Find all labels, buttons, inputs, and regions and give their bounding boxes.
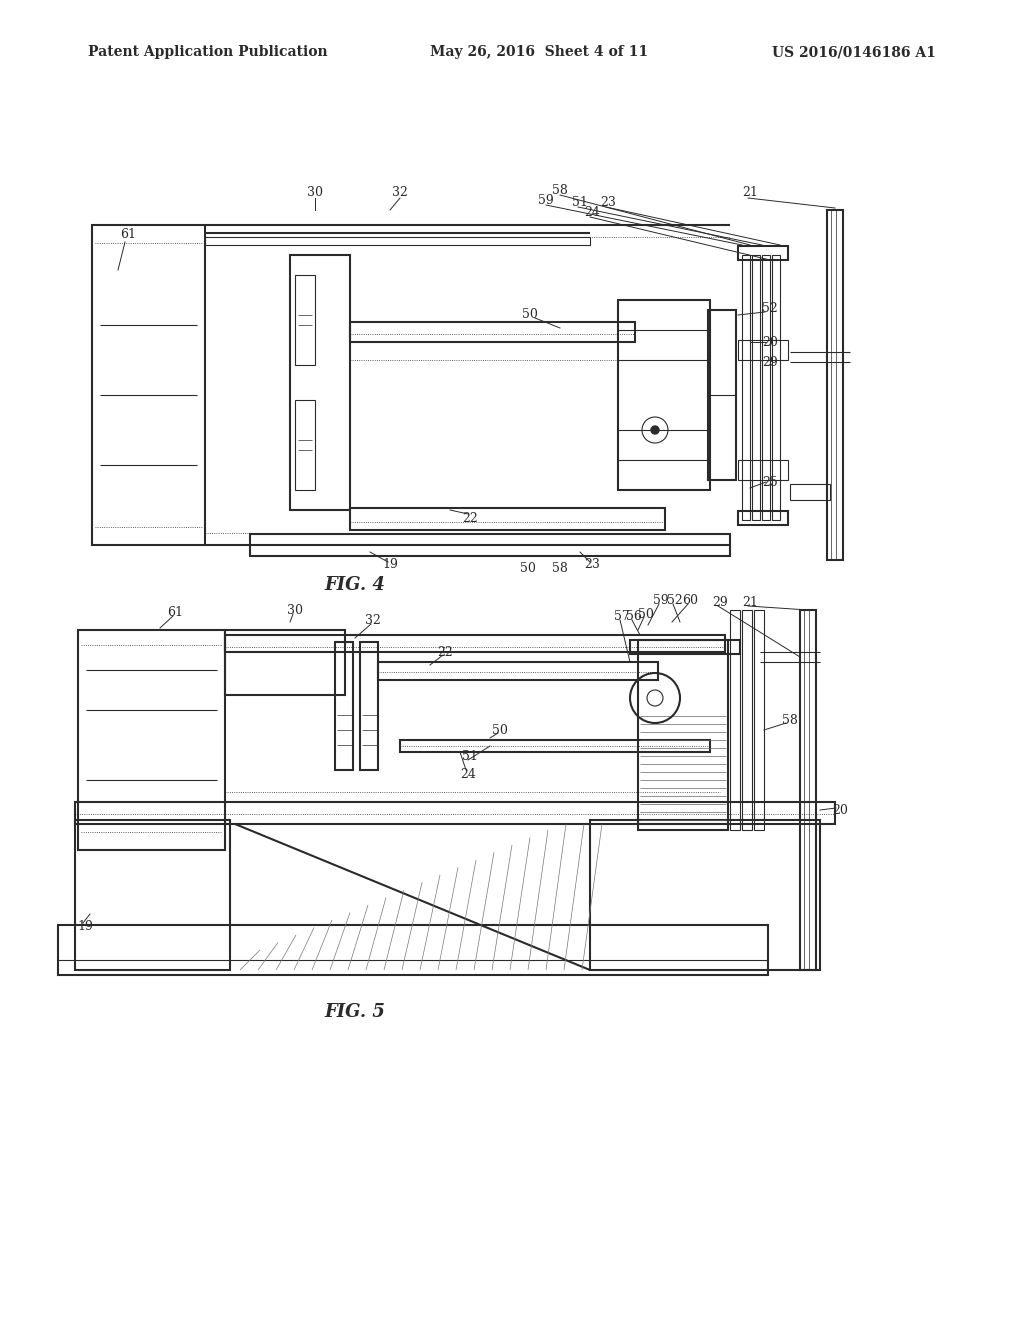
Bar [772, 255, 780, 520]
Text: 58: 58 [552, 561, 568, 574]
Text: 50: 50 [493, 723, 508, 737]
Text: 20: 20 [762, 335, 778, 348]
Bar [742, 255, 750, 520]
Text: 22: 22 [462, 511, 478, 524]
Text: 20: 20 [833, 804, 848, 817]
Text: 50: 50 [522, 309, 538, 322]
Text: 60: 60 [682, 594, 698, 606]
Text: 23: 23 [584, 558, 600, 572]
Bar [78, 630, 225, 850]
Text: 59: 59 [539, 194, 554, 206]
Text: 29: 29 [712, 595, 728, 609]
Text: 51: 51 [572, 195, 588, 209]
Bar [75, 820, 230, 970]
Text: 32: 32 [392, 186, 408, 198]
Text: 52: 52 [667, 594, 683, 606]
Bar [754, 610, 764, 830]
Bar [827, 210, 843, 560]
Text: 32: 32 [366, 614, 381, 627]
Bar [350, 508, 665, 531]
Bar [738, 459, 788, 480]
Bar [742, 610, 752, 830]
Text: 59: 59 [653, 594, 669, 606]
Text: 22: 22 [437, 645, 453, 659]
Text: 61: 61 [120, 228, 136, 242]
Text: 58: 58 [782, 714, 798, 726]
Bar [350, 322, 635, 342]
Bar [738, 511, 788, 525]
Bar [590, 820, 820, 970]
Bar [790, 484, 830, 500]
Bar [630, 640, 740, 653]
Bar [360, 642, 378, 770]
Text: 51: 51 [462, 751, 478, 763]
Bar [290, 255, 350, 510]
Bar [708, 310, 736, 480]
Bar [800, 610, 816, 970]
Bar [752, 255, 760, 520]
Bar [335, 642, 353, 770]
Bar [75, 803, 835, 824]
Bar [58, 925, 768, 975]
Bar [400, 741, 710, 752]
Bar [638, 640, 728, 830]
Text: May 26, 2016  Sheet 4 of 11: May 26, 2016 Sheet 4 of 11 [430, 45, 648, 59]
Text: 23: 23 [600, 195, 616, 209]
Bar [205, 238, 590, 246]
Bar [295, 400, 315, 490]
Text: 19: 19 [382, 558, 398, 572]
Text: 56: 56 [626, 610, 642, 623]
Bar [250, 535, 730, 556]
Bar [225, 630, 345, 696]
Bar [225, 635, 725, 652]
Text: 21: 21 [742, 595, 758, 609]
Text: FIG. 4: FIG. 4 [325, 576, 385, 594]
Text: 52: 52 [762, 301, 778, 314]
Text: 21: 21 [742, 186, 758, 198]
Text: 29: 29 [762, 355, 778, 368]
Text: 61: 61 [167, 606, 183, 619]
Text: 50: 50 [638, 607, 654, 620]
Text: 30: 30 [287, 603, 303, 616]
Bar [762, 255, 770, 520]
Bar [92, 224, 205, 545]
Text: 24: 24 [460, 767, 476, 780]
Bar [295, 275, 315, 366]
Text: US 2016/0146186 A1: US 2016/0146186 A1 [772, 45, 936, 59]
Text: 58: 58 [552, 183, 568, 197]
Text: 30: 30 [307, 186, 323, 198]
Text: Patent Application Publication: Patent Application Publication [88, 45, 328, 59]
Bar [738, 246, 788, 260]
Text: 24: 24 [584, 206, 600, 219]
Circle shape [651, 426, 659, 434]
Text: 50: 50 [520, 561, 536, 574]
Text: FIG. 5: FIG. 5 [325, 1003, 385, 1020]
Bar [738, 341, 788, 360]
Bar [378, 663, 658, 680]
Text: 25: 25 [762, 475, 778, 488]
Text: 19: 19 [77, 920, 93, 933]
Bar [730, 610, 740, 830]
Text: 57: 57 [614, 610, 630, 623]
Bar [618, 300, 710, 490]
